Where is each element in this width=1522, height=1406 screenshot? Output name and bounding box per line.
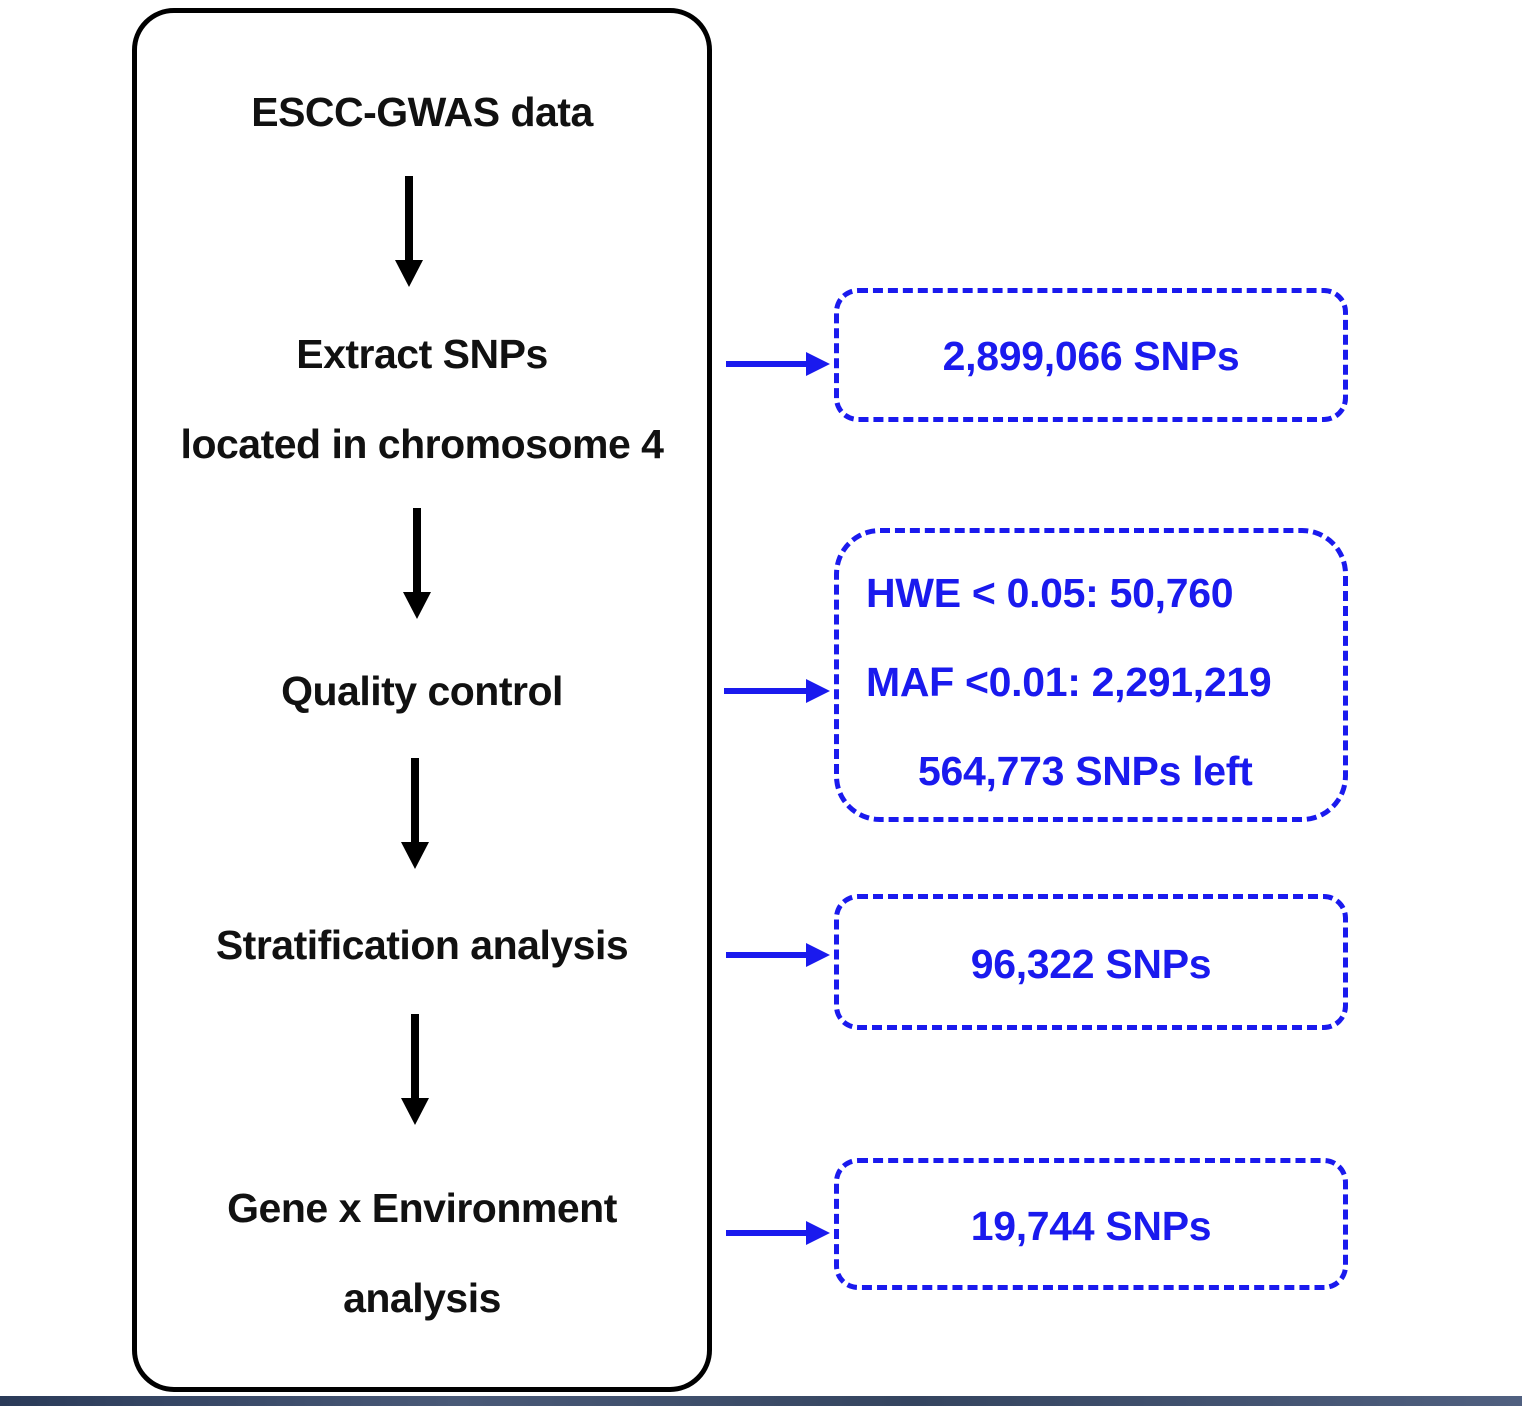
down-arrow-2 bbox=[403, 508, 431, 619]
result-extract-snps: 2,899,066 SNPs bbox=[942, 333, 1240, 379]
bottom-background-strip bbox=[0, 1396, 1522, 1406]
step-extract-snps: Extract SNPs bbox=[296, 331, 548, 377]
result-box-extract bbox=[834, 288, 1348, 422]
step-gene-environment: Gene x Environment bbox=[227, 1185, 617, 1231]
pipeline-box bbox=[132, 8, 712, 1392]
step-quality-control: Quality control bbox=[281, 668, 563, 714]
down-arrow-4 bbox=[401, 1014, 429, 1125]
result-box-gxe bbox=[834, 1158, 1348, 1290]
result-box-qc bbox=[834, 528, 1348, 822]
right-arrow-extract bbox=[726, 352, 830, 376]
step-stratification-analysis: Stratification analysis bbox=[215, 922, 629, 968]
step-escc-gwas-data: ESCC-GWAS data bbox=[251, 89, 593, 135]
step-gene-environment-analysis: analysis bbox=[343, 1275, 501, 1321]
result-qc-maf: MAF <0.01: 2,291,219 bbox=[866, 659, 1272, 705]
right-arrow-qc bbox=[724, 679, 830, 703]
down-arrow-3 bbox=[401, 758, 429, 869]
result-stratification-snps: 96,322 SNPs bbox=[970, 941, 1212, 987]
down-arrow-1 bbox=[395, 176, 423, 287]
step-extract-snps-location: located in chromosome 4 bbox=[180, 421, 664, 467]
result-qc-left: 564,773 SNPs left bbox=[918, 748, 1253, 794]
result-box-stratification bbox=[834, 894, 1348, 1030]
result-gxe-snps: 19,744 SNPs bbox=[970, 1203, 1212, 1249]
right-arrow-gxe bbox=[726, 1221, 830, 1245]
result-qc-hwe: HWE < 0.05: 50,760 bbox=[866, 570, 1234, 616]
right-arrow-stratification bbox=[726, 943, 830, 967]
